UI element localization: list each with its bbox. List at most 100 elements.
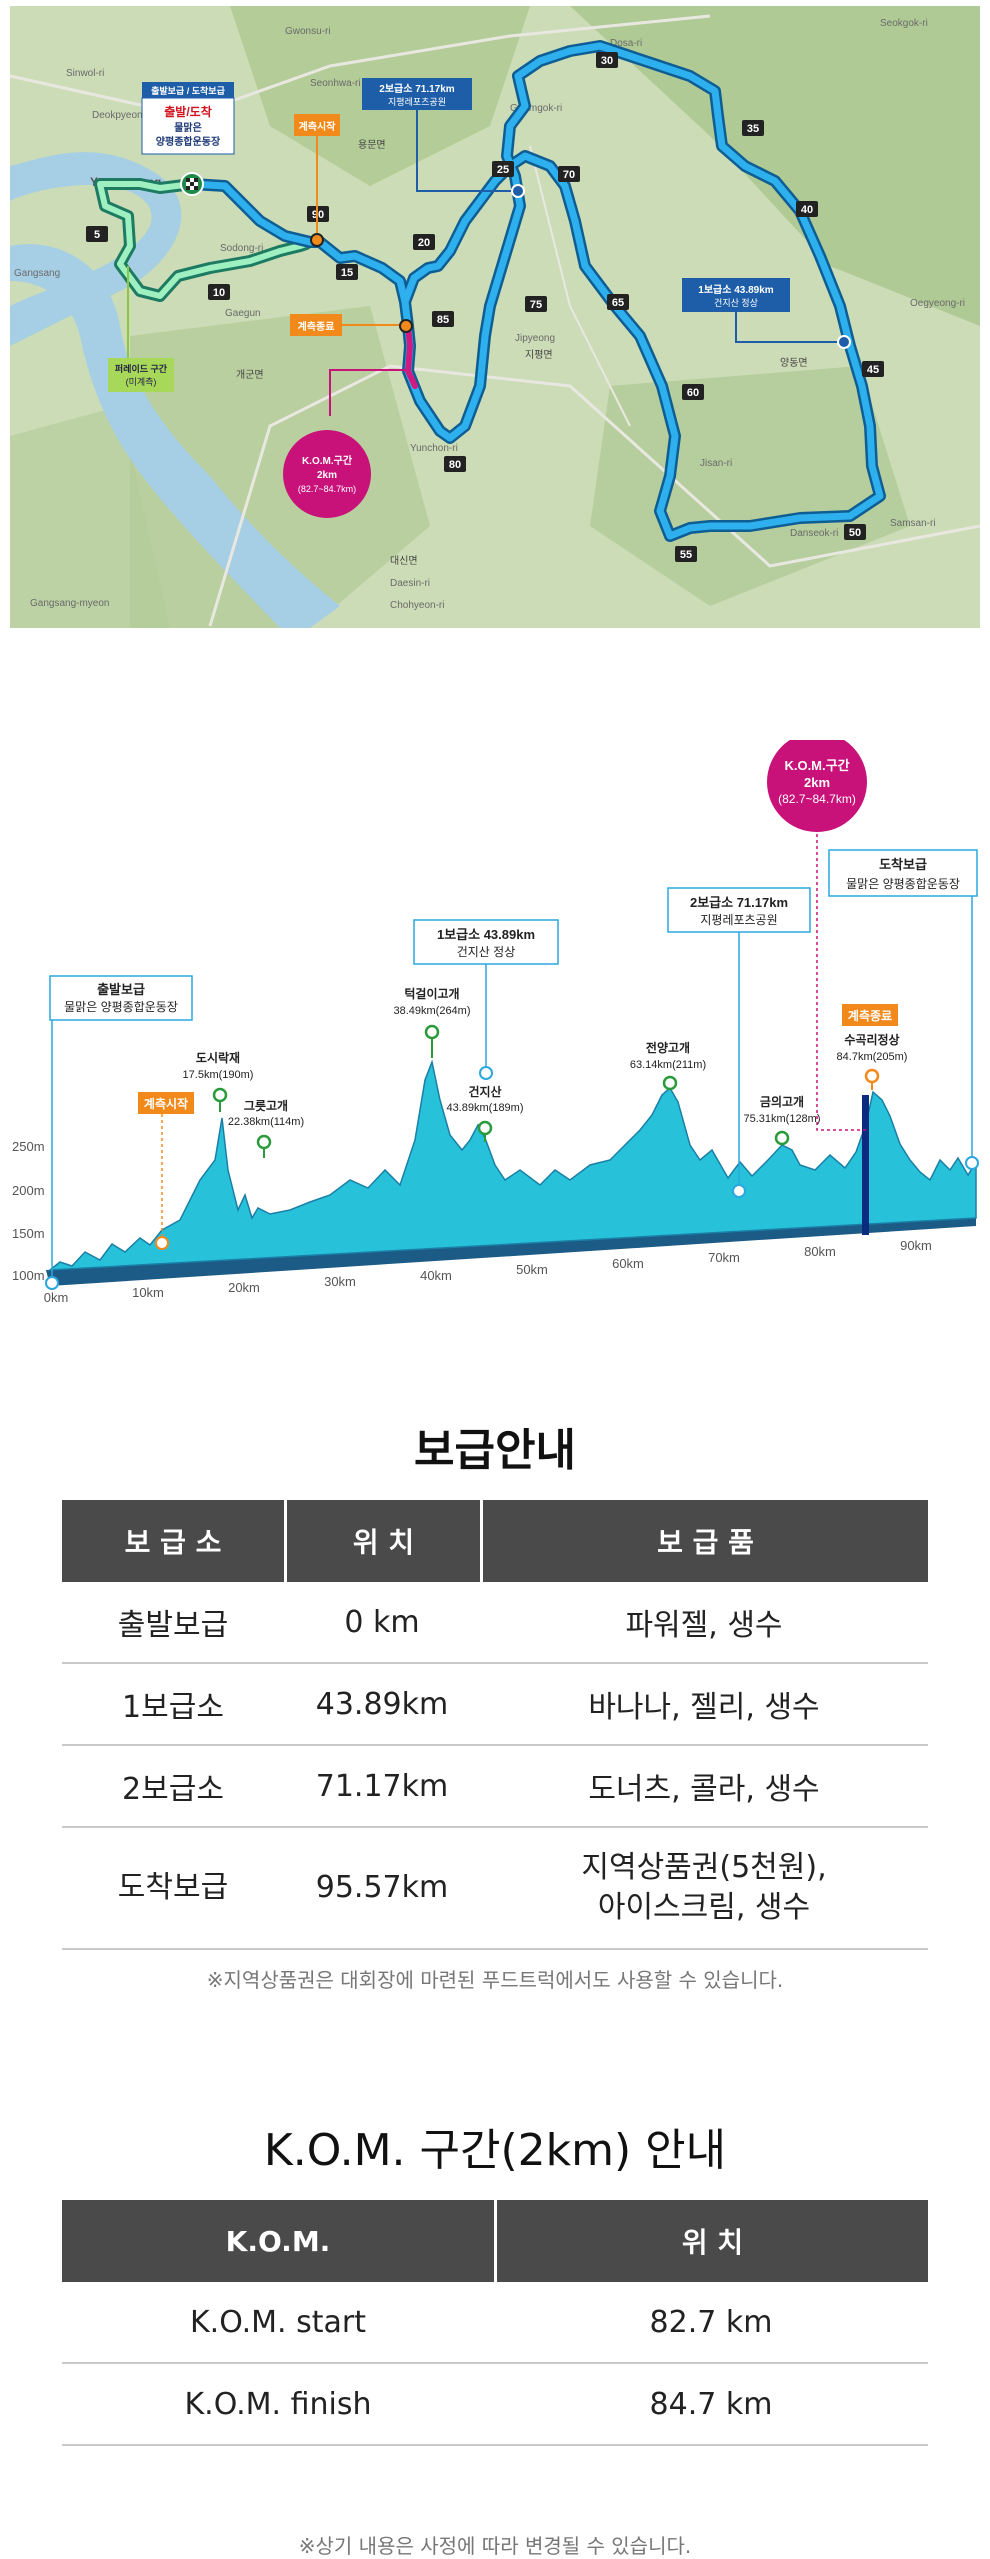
km-marker: 25 [497,164,509,176]
table-cell: 출발보급 [62,1582,284,1664]
column-header: 위 치 [494,2200,928,2282]
map-parade-label: 퍼레이드 구간 [115,363,168,374]
table-row: 도착보급 95.57km 지역상품권(5천원), 아이스크림, 생수 [62,1828,928,1950]
table-cell: 바나나, 젤리, 생수 [480,1664,928,1746]
table-cell: 2보급소 [62,1746,284,1828]
peak-name: 건지산 [468,1084,501,1099]
peak-info: 38.49km(264m) [393,1005,470,1017]
supply-note: ※지역상품권은 대회장에 마련된 푸드트럭에서도 사용할 수 있습니다. [206,1968,784,1992]
map-place-label: Oegyeong-ri [910,298,965,309]
map-place-label: Yunchon-ri [410,443,458,454]
x-tick: 0km [44,1290,69,1305]
map-start-sub: 물맑은 [174,122,202,134]
map-kom-label: 2km [317,470,337,481]
map-aid1-label: 1보급소 43.89km [698,284,774,296]
x-tick: 60km [612,1256,644,1271]
table-row: K.O.M. finish 84.7 km [62,2364,928,2446]
km-marker: 55 [680,549,692,561]
supply-section-title: 보급안내 [414,1425,576,1476]
table-cell: K.O.M. start [62,2282,494,2364]
table-header-row: K.O.M. 위 치 [62,2200,928,2282]
table-cell: 지역상품권(5천원), 아이스크림, 생수 [480,1828,928,1950]
peak-name: 수곡리정상 [844,1032,899,1047]
course-map: Yangpyeong Deokpyeong-ri Sinwol-ri Gangs… [10,6,980,628]
table-cell: 43.89km [284,1664,480,1746]
table-cell: 84.7 km [494,2364,928,2446]
map-place-label: Gangsang [14,268,60,279]
peak-info: 43.89km(189m) [446,1102,523,1114]
map-place-label: Gaegun [225,308,261,319]
kom-note: ※상기 내용은 사정에 따라 변경될 수 있습니다. [298,2534,692,2558]
km-marker: 60 [687,387,699,399]
table-cell-line: 아이스크림, 생수 [597,1890,811,1925]
peak-name: 턱걸이고개 [404,986,459,1001]
table-cell-line: 지역상품권(5천원), [581,1850,827,1885]
map-place-label: 용문면 [358,139,386,151]
map-place-label: Chohyeon-ri [390,600,444,611]
x-tick: 10km [132,1285,164,1300]
table-header-row: 보 급 소 위 치 보 급 품 [62,1500,928,1582]
column-header: 보 급 소 [62,1500,284,1582]
map-place-label: Samsan-ri [890,518,936,529]
table-row: 출발보급 0 km 파워젤, 생수 [62,1582,928,1664]
map-start-title: 출발/도착 [164,104,212,119]
km-marker: 45 [867,364,879,376]
km-marker: 65 [612,297,624,309]
km-marker: 20 [418,237,430,249]
map-parade-label: (미계측) [126,376,157,387]
map-start-badge: 출발보급 / 도착보급 [151,85,225,96]
table-cell: 82.7 km [494,2282,928,2364]
profile-finish-label: 물맑은 양평종합운동장 [846,877,960,891]
column-header: K.O.M. [62,2200,494,2282]
profile-timing-end: 계측종료 [848,1008,892,1023]
peak-info: 63.14km(211m) [630,1059,706,1071]
table-cell: 0 km [284,1582,480,1664]
x-tick: 90km [900,1238,932,1253]
map-place-label: Dosa-ri [610,38,642,49]
map-place-label: Deokpyeong-ri [92,110,157,121]
profile-aid1-label: 1보급소 43.89km [437,927,535,942]
profile-aid2-label: 2보급소 71.17km [690,895,788,910]
supply-table: 보 급 소 위 치 보 급 품 출발보급 0 km 파워젤, 생수 1보급소 4… [62,1500,928,1950]
map-kom-label: (82.7~84.7km) [298,484,356,494]
profile-start-label: 물맑은 양평종합운동장 [64,1000,178,1014]
x-tick: 30km [324,1274,356,1289]
kom-table: K.O.M. 위 치 K.O.M. start 82.7 km K.O.M. f… [62,2200,928,2446]
x-tick: 70km [708,1250,740,1265]
peak-name: 금의고개 [760,1094,804,1109]
km-marker: 5 [94,229,100,241]
km-marker: 85 [437,314,449,326]
table-cell: K.O.M. finish [62,2364,494,2446]
x-tick: 80km [804,1244,836,1259]
km-marker: 50 [849,527,861,539]
elevation-profile: 250m 200m 150m 100m 0km 10km 20km 30km 4… [12,740,979,1305]
map-kom-label: K.O.M.구간 [302,454,353,467]
profile-aid2-label: 지평레포츠공원 [700,913,777,927]
km-marker: 75 [530,299,542,311]
km-marker: 35 [747,123,759,135]
map-place-label: Sodong-ri [220,243,263,254]
km-marker: 40 [801,204,813,216]
peak-name: 도시락재 [196,1051,240,1065]
map-place-label: 양동면 [780,357,808,369]
km-marker: 70 [563,169,575,181]
map-place-label: 지평면 [525,349,553,361]
table-cell: 도착보급 [62,1828,284,1950]
table-row: 1보급소 43.89km 바나나, 젤리, 생수 [62,1664,928,1746]
table-cell: 1보급소 [62,1664,284,1746]
kom-section-title: K.O.M. 구간(2km) 안내 [263,2125,727,2176]
map-place-label: Seonhwa-ri [310,78,361,89]
map-place-label: 대신면 [390,555,418,567]
column-header: 보 급 품 [480,1500,928,1582]
map-start-sub: 양평종합운동장 [156,135,221,148]
map-place-label: Jisan-ri [700,458,732,469]
map-aid1-label: 건지산 정상 [714,298,758,308]
map-place-label: 개군면 [236,369,264,381]
profile-finish-label: 도착보급 [879,857,927,872]
map-place-label: Seokgok-ri [880,18,928,29]
table-cell: 95.57km [284,1828,480,1950]
map-place-label: Gwonsu-ri [285,26,331,37]
map-place-label: Daesin-ri [390,578,430,589]
map-place-label: Geumgok-ri [510,103,562,114]
profile-kom-label: K.O.M.구간 [784,758,849,773]
